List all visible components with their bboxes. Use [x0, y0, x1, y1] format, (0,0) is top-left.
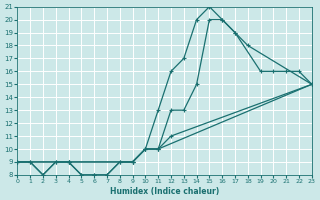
X-axis label: Humidex (Indice chaleur): Humidex (Indice chaleur): [110, 187, 219, 196]
